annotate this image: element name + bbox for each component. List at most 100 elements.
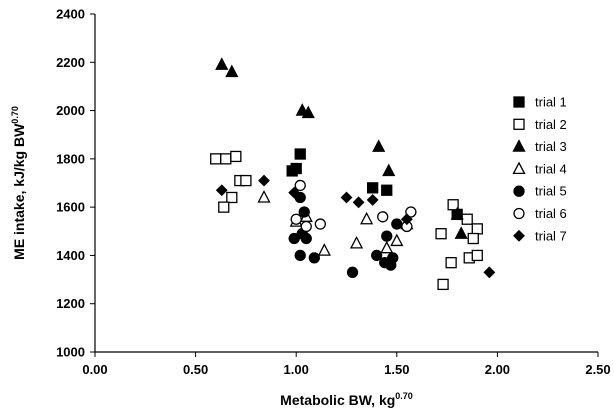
data-point: [300, 232, 312, 245]
legend-label: trial 2: [535, 117, 567, 132]
data-point: [240, 174, 252, 187]
y-tick-label: 1400: [56, 248, 85, 263]
y-tick-label: 1600: [56, 200, 85, 215]
data-point: [391, 218, 403, 230]
y-tick-label: 2200: [56, 55, 85, 70]
x-tick-label: 2.50: [585, 362, 610, 377]
y-tick-label: 2400: [56, 7, 85, 22]
data-point: [360, 211, 374, 225]
data-point: [467, 232, 479, 245]
legend-item: trial 1: [513, 95, 567, 110]
data-point: [381, 184, 393, 196]
data-point: [483, 266, 496, 279]
data-point: [317, 243, 331, 256]
y-tick-label: 2000: [56, 103, 85, 118]
data-point: [435, 228, 447, 240]
legend-label: trial 5: [535, 184, 567, 199]
x-tick-label: 2.00: [485, 362, 510, 377]
data-point: [294, 249, 306, 262]
data-point: [367, 182, 379, 194]
data-point: [349, 235, 364, 249]
legend-marker: [513, 96, 525, 108]
data-point: [220, 153, 232, 165]
data-point: [286, 165, 298, 177]
data-point: [298, 206, 310, 218]
x-axis-ticks: 0.00 0.50 1.00 1.50 2.00 2.50: [82, 352, 611, 377]
legend-item: trial 2: [513, 117, 567, 132]
data-point: [372, 139, 386, 152]
data-point: [215, 184, 228, 197]
legend-item: trial 5: [513, 184, 567, 199]
x-tick-label: 1.50: [384, 362, 409, 377]
legend-marker: [512, 161, 526, 175]
data-point: [381, 230, 393, 242]
data-point: [288, 232, 300, 245]
data-point: [225, 64, 239, 78]
legend-item: trial 7: [513, 228, 567, 243]
data-point: [257, 190, 271, 203]
legend-marker: [513, 229, 525, 242]
series-trial-6: [290, 179, 417, 233]
y-axis-title: ME intake, kJ/kg BW0.70: [10, 106, 27, 260]
y-tick-label: 1000: [56, 345, 85, 360]
data-point: [387, 252, 399, 264]
y-tick-label: 1800: [56, 151, 85, 166]
data-point: [377, 211, 389, 223]
data-point: [230, 150, 242, 163]
data-points: [210, 57, 496, 291]
legend-item: trial 4: [512, 161, 567, 176]
data-point: [450, 206, 464, 220]
legend-marker: [512, 139, 526, 152]
data-point: [461, 213, 473, 225]
data-point: [346, 266, 359, 278]
legend-label: trial 4: [535, 161, 567, 176]
series-trial-5: [288, 191, 403, 278]
legend-label: trial 6: [535, 206, 567, 221]
legend: trial 1 trial 2 trial 3 trial 4 trial 5 trial…: [512, 95, 567, 243]
series-trial-4: [257, 190, 414, 256]
series-trial-1: [286, 148, 463, 221]
data-point: [340, 191, 353, 204]
data-point: [437, 278, 449, 291]
data-point: [390, 233, 404, 247]
data-point: [226, 191, 238, 204]
legend-item: trial 3: [512, 139, 567, 154]
legend-label: trial 7: [535, 228, 567, 243]
data-point: [366, 193, 379, 206]
data-point: [210, 153, 222, 165]
legend-marker: [513, 185, 525, 197]
data-point: [447, 199, 459, 211]
data-point: [294, 179, 306, 192]
series-trial-3: [215, 57, 468, 239]
x-tick-label: 1.00: [284, 362, 309, 377]
legend-label: trial 1: [535, 95, 567, 110]
data-point: [400, 213, 413, 226]
data-point: [294, 148, 306, 160]
data-point: [380, 240, 394, 254]
legend-label: trial 3: [535, 139, 567, 154]
data-point: [471, 223, 483, 235]
y-tick-label: 1200: [56, 296, 85, 311]
data-point: [308, 252, 320, 264]
data-point: [371, 249, 383, 262]
y-axis-ticks: 1000 1200 1400 1600 1800 2000 2200 2400: [56, 7, 95, 360]
data-point: [258, 174, 270, 187]
data-point: [352, 196, 365, 209]
legend-marker: [513, 118, 525, 130]
series-trial-2: [210, 150, 483, 291]
legend-marker: [513, 207, 525, 220]
data-point: [300, 220, 312, 233]
x-axis-title: Metabolic BW, kg0.70: [280, 391, 413, 408]
data-point: [405, 206, 417, 218]
x-tick-label: 0.00: [82, 362, 107, 377]
data-point: [382, 163, 396, 177]
legend-item: trial 6: [513, 206, 567, 221]
data-point: [471, 249, 483, 262]
axes: [94, 14, 598, 353]
series-trial-7: [215, 174, 496, 279]
data-point: [314, 218, 326, 230]
data-point: [288, 186, 301, 199]
data-point: [454, 226, 468, 239]
data-point: [218, 201, 230, 213]
